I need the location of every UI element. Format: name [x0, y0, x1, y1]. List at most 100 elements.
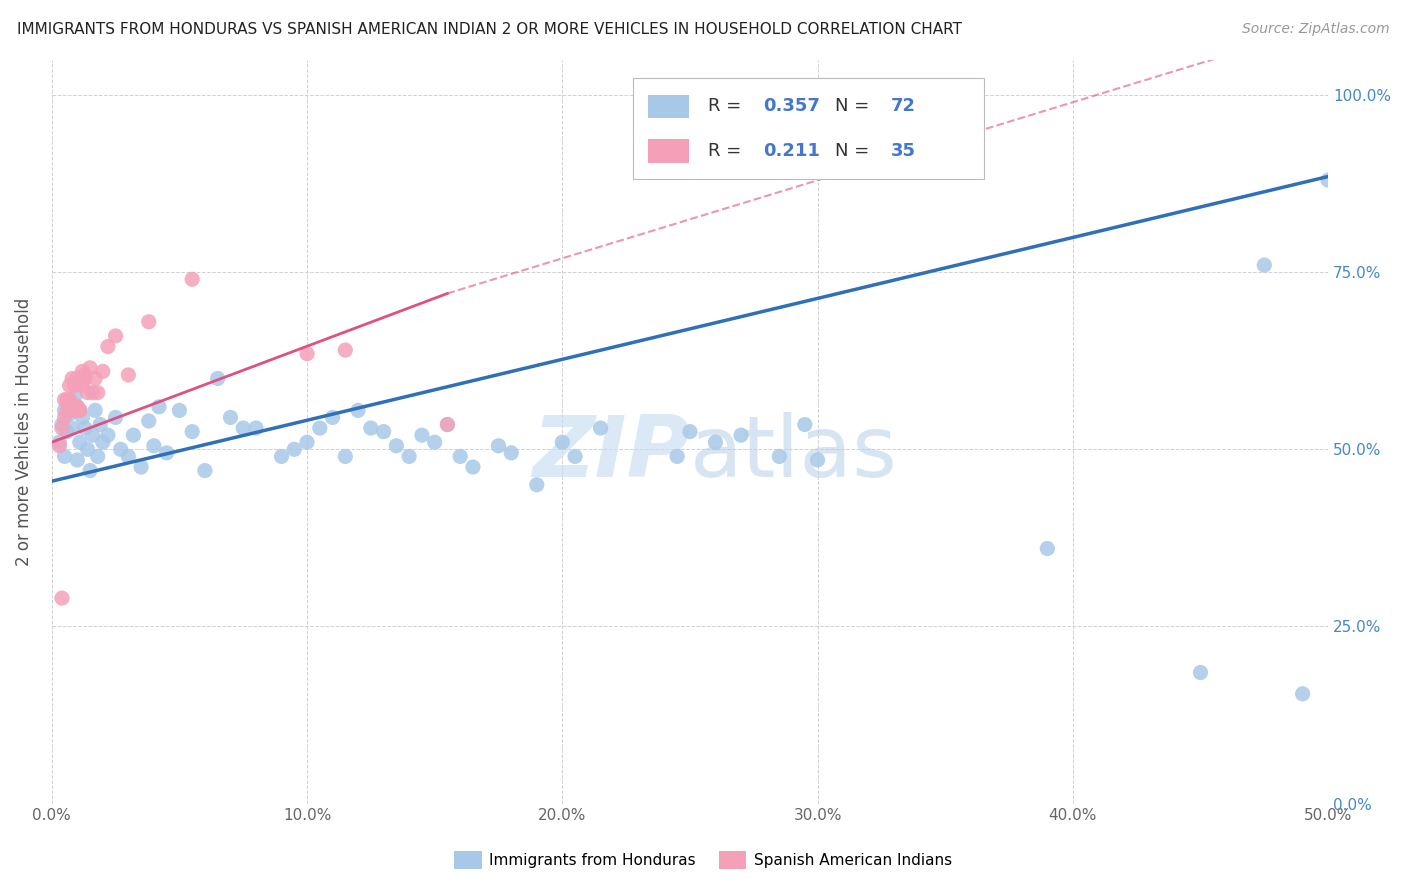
- Point: [72, 364, 94, 378]
- Point: [679, 425, 702, 439]
- Point: [60, 403, 83, 417]
- Point: [148, 400, 170, 414]
- Text: 0.357: 0.357: [762, 97, 820, 115]
- Point: [69, 403, 91, 417]
- Point: [53, 450, 76, 464]
- Point: [86, 450, 108, 464]
- Point: [1189, 665, 1212, 680]
- Point: [322, 410, 344, 425]
- Text: ZIP: ZIP: [533, 412, 690, 495]
- Point: [142, 439, 165, 453]
- Point: [308, 421, 330, 435]
- Point: [72, 378, 94, 392]
- Point: [48, 439, 70, 453]
- FancyBboxPatch shape: [633, 78, 984, 178]
- Point: [73, 368, 96, 382]
- Point: [564, 450, 586, 464]
- Point: [82, 385, 104, 400]
- Point: [56, 403, 79, 417]
- Point: [526, 477, 548, 491]
- Point: [60, 421, 83, 435]
- Point: [169, 403, 191, 417]
- Point: [1253, 258, 1275, 272]
- Point: [63, 378, 86, 392]
- Point: [449, 450, 471, 464]
- Point: [73, 371, 96, 385]
- Point: [72, 410, 94, 425]
- Point: [76, 385, 98, 400]
- Point: [501, 446, 523, 460]
- Text: R =: R =: [707, 142, 747, 161]
- Point: [129, 460, 152, 475]
- Point: [1317, 173, 1340, 187]
- Point: [51, 591, 73, 606]
- Point: [63, 389, 86, 403]
- Point: [551, 435, 574, 450]
- Point: [181, 272, 204, 286]
- Point: [335, 343, 357, 358]
- Point: [66, 371, 89, 385]
- Point: [53, 403, 76, 417]
- Point: [56, 425, 79, 439]
- Point: [360, 421, 382, 435]
- Point: [60, 371, 83, 385]
- Text: N =: N =: [835, 97, 876, 115]
- Point: [79, 464, 101, 478]
- Point: [66, 400, 89, 414]
- Point: [793, 102, 815, 116]
- Point: [84, 403, 107, 417]
- Point: [793, 417, 815, 432]
- Point: [207, 371, 229, 385]
- Point: [335, 450, 357, 464]
- Legend: Immigrants from Honduras, Spanish American Indians: Immigrants from Honduras, Spanish Americ…: [449, 845, 957, 875]
- Point: [138, 414, 160, 428]
- Point: [768, 450, 790, 464]
- Point: [436, 417, 458, 432]
- Point: [69, 435, 91, 450]
- Point: [53, 410, 76, 425]
- Point: [104, 410, 127, 425]
- Point: [59, 378, 82, 392]
- FancyBboxPatch shape: [648, 95, 689, 119]
- Point: [589, 421, 612, 435]
- FancyBboxPatch shape: [648, 139, 689, 163]
- Point: [219, 410, 242, 425]
- Point: [283, 442, 305, 457]
- Point: [97, 428, 120, 442]
- Point: [138, 315, 160, 329]
- Text: 35: 35: [890, 142, 915, 161]
- Point: [122, 428, 145, 442]
- Point: [89, 417, 111, 432]
- Point: [63, 403, 86, 417]
- Point: [156, 446, 179, 460]
- Point: [59, 392, 82, 407]
- Point: [194, 464, 217, 478]
- Point: [110, 442, 132, 457]
- Point: [704, 435, 727, 450]
- Text: 72: 72: [890, 97, 915, 115]
- Point: [48, 435, 70, 450]
- Point: [91, 364, 114, 378]
- Point: [79, 360, 101, 375]
- Point: [51, 417, 73, 432]
- Point: [436, 417, 458, 432]
- Point: [347, 403, 370, 417]
- Point: [295, 435, 318, 450]
- Text: atlas: atlas: [690, 412, 898, 495]
- Point: [488, 439, 510, 453]
- Point: [84, 371, 107, 385]
- Point: [66, 400, 89, 414]
- Text: N =: N =: [835, 142, 876, 161]
- Point: [398, 450, 420, 464]
- Point: [51, 421, 73, 435]
- Text: R =: R =: [707, 97, 747, 115]
- Point: [104, 329, 127, 343]
- Point: [76, 442, 98, 457]
- Point: [295, 346, 318, 360]
- Point: [59, 407, 82, 421]
- Point: [385, 439, 408, 453]
- Text: 0.211: 0.211: [762, 142, 820, 161]
- Point: [82, 428, 104, 442]
- Point: [232, 421, 254, 435]
- Point: [66, 453, 89, 467]
